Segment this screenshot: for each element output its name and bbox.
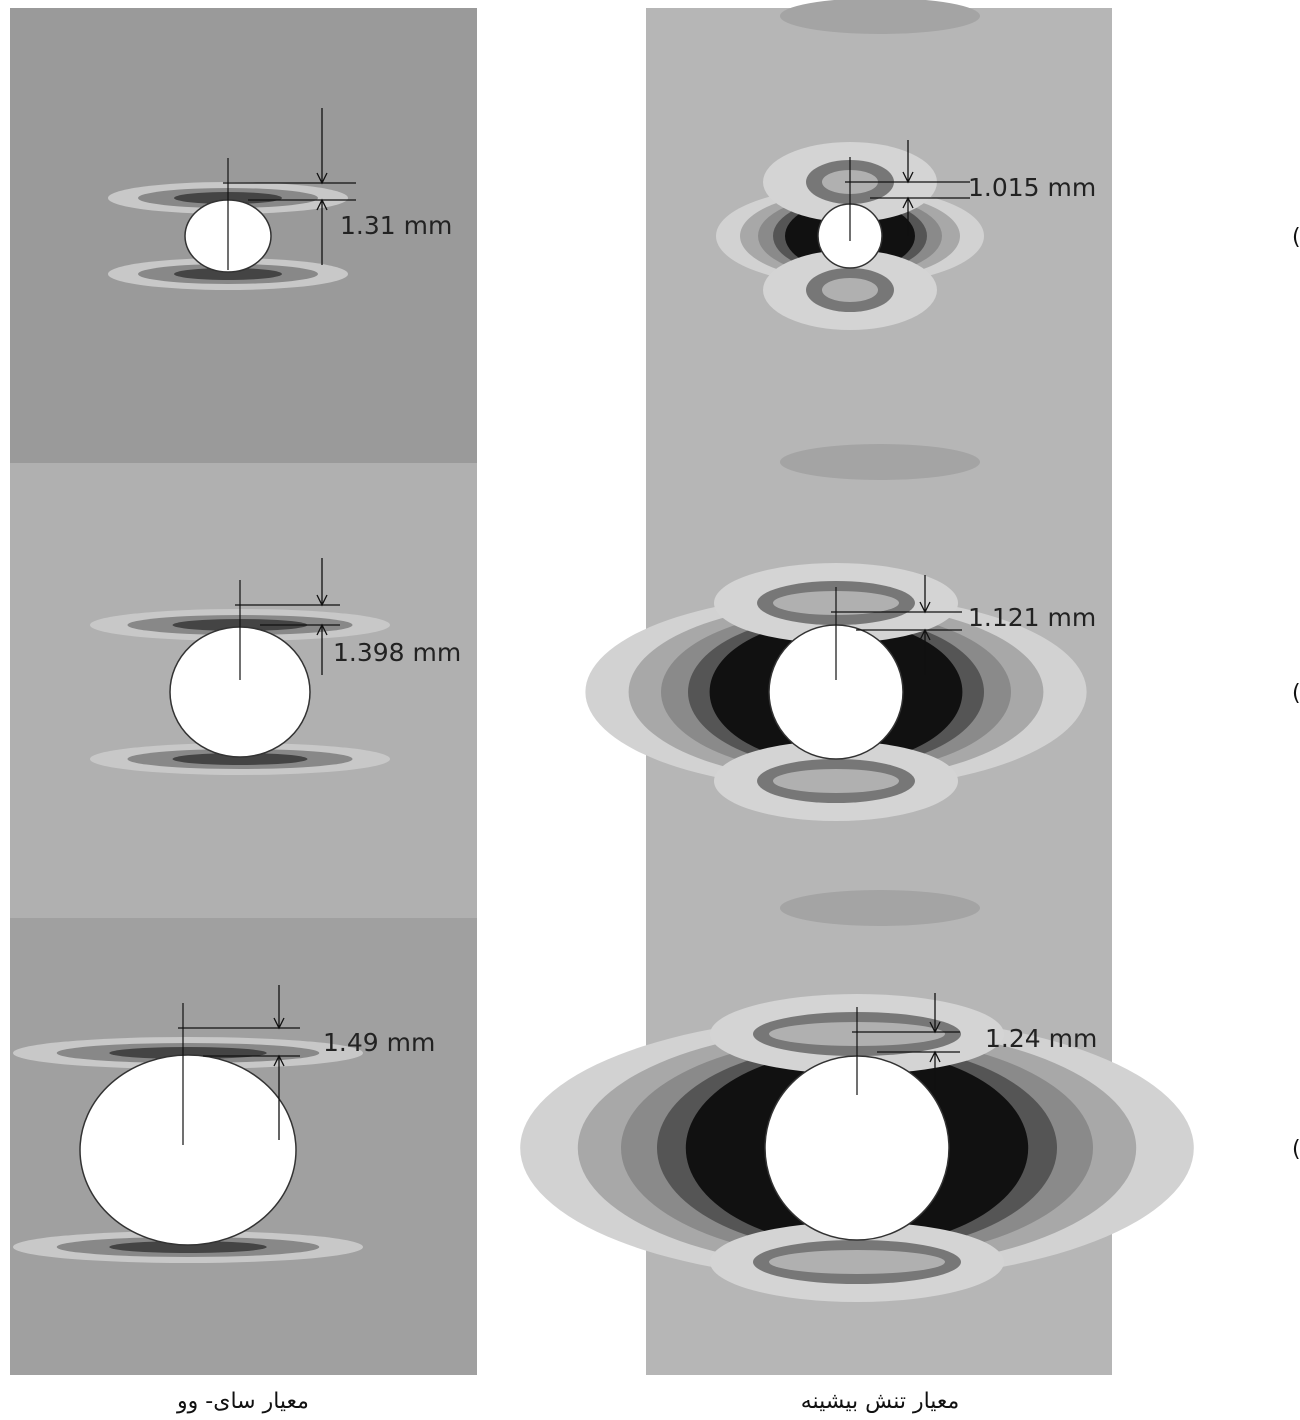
panels xyxy=(10,0,1194,1375)
dimension-label: 1.49 mm xyxy=(323,1028,435,1057)
dimension-label: 1.015 mm xyxy=(968,173,1096,202)
row-label: (ب) xyxy=(1292,681,1300,706)
hole xyxy=(79,1054,297,1246)
row-label: (الف) xyxy=(1292,225,1300,250)
column-caption: معیار سای- وو xyxy=(176,1389,309,1414)
damage-band xyxy=(172,753,308,765)
damage-band xyxy=(109,1241,267,1253)
contour xyxy=(769,1250,945,1274)
damage-band xyxy=(174,268,282,280)
dimension-label: 1.31 mm xyxy=(340,211,452,240)
dimension-label: 1.24 mm xyxy=(985,1024,1097,1053)
dimension-label: 1.121 mm xyxy=(968,603,1096,632)
column-caption: معیار تنش بیشینه xyxy=(801,1389,960,1414)
contour xyxy=(780,0,980,34)
contour xyxy=(780,444,980,480)
row-label: (پ) xyxy=(1292,1137,1300,1162)
contour xyxy=(822,278,878,302)
contour xyxy=(773,769,899,793)
contour xyxy=(780,890,980,926)
dimension-label: 1.398 mm xyxy=(333,638,461,667)
